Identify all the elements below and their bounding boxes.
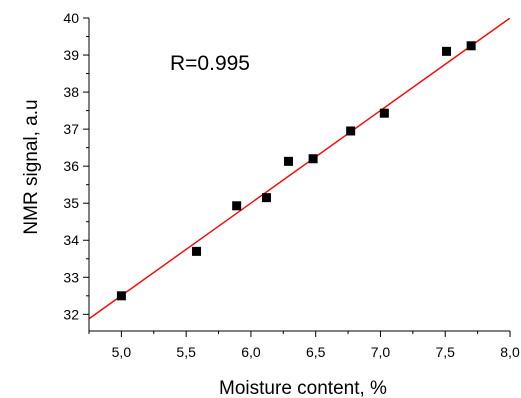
y-tick-label: 33 (63, 269, 79, 285)
data-point (442, 46, 452, 56)
y-tick-label: 40 (63, 10, 79, 26)
y-tick-label: 38 (63, 84, 79, 100)
data-point (116, 291, 126, 301)
y-tick-label: 32 (63, 306, 79, 322)
x-tick-label: 6,0 (241, 344, 261, 360)
data-point (283, 156, 293, 166)
data-point (379, 108, 389, 118)
data-point (261, 193, 271, 203)
y-tick-label: 34 (63, 232, 79, 248)
x-tick-label: 7,0 (371, 344, 391, 360)
x-axis-title: Moisture content, % (219, 378, 387, 398)
x-tick-label: 5,0 (112, 344, 132, 360)
data-point (192, 246, 202, 256)
data-point (232, 201, 242, 211)
correlation-annotation: R=0.995 (170, 52, 250, 75)
x-tick-label: 6,5 (306, 344, 326, 360)
data-point (346, 126, 356, 136)
y-tick-label: 37 (63, 121, 79, 137)
data-point (466, 41, 476, 51)
x-tick-label: 7,5 (435, 344, 455, 360)
fit-line (89, 18, 510, 320)
x-tick-label: 8,0 (500, 344, 520, 360)
y-tick-label: 39 (63, 47, 79, 63)
y-tick-label: 35 (63, 195, 79, 211)
x-tick-label: 5,5 (176, 344, 196, 360)
plot-area: 5,0 5,5 6,0 6,5 7,0 7,5 8,0 32 33 34 35 36 37 38 39 40 (63, 10, 520, 360)
y-axis-title: NMR signal, a.u (21, 99, 42, 234)
y-tick-label: 36 (63, 158, 79, 174)
data-point (308, 154, 318, 164)
